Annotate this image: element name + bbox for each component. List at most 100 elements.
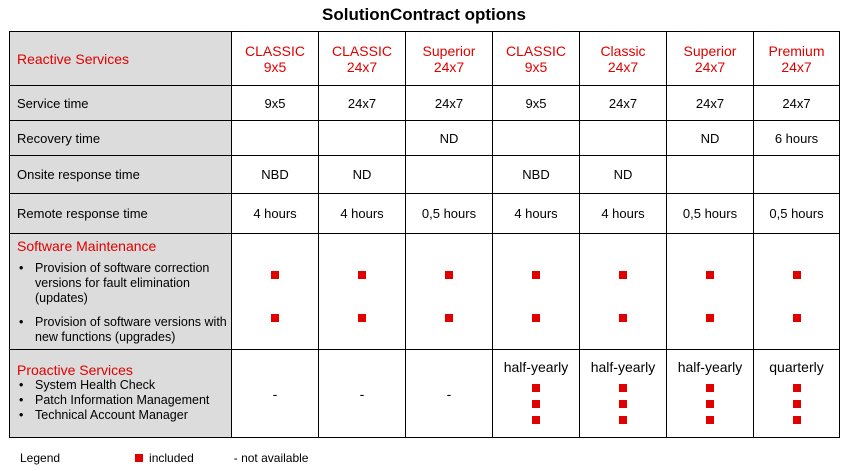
frequency-text: half-yearly [677,358,743,375]
frequency-text: quarterly [769,358,824,375]
row-label: Remote response time [9,193,232,234]
table-cell [231,120,319,156]
included-icon [792,415,801,424]
table-cell: quarterly [753,349,840,438]
table-cell [318,120,406,156]
table-cell: 0,5 hours [405,193,493,234]
table-cell [666,233,754,350]
table-cell [579,120,667,156]
proactive-services-row: Proactive Services System Health Check P… [9,349,840,438]
table-cell [231,233,319,350]
column-header-6: Superior 24x7 [666,31,754,86]
included-icon [792,271,801,279]
column-header-1: CLASSIC 9x5 [231,31,319,86]
column-header-5: Classic 24x7 [579,31,667,86]
table-cell [666,155,754,194]
column-header-4: CLASSIC 9x5 [492,31,580,86]
table-cell: - [405,349,493,438]
table-cell: 4 hours [579,193,667,234]
included-icon [706,314,714,322]
included-icon [619,399,627,408]
legend-not-available: - not available [233,451,309,465]
reactive-services-label: Reactive Services [9,31,232,86]
legend-included: included [149,451,194,465]
frequency-text: half-yearly [503,358,569,375]
included-icon [792,383,801,392]
not-available-text: - [272,385,278,402]
column-header-2: CLASSIC 24x7 [318,31,406,86]
table-cell: 4 hours [492,193,580,234]
legend-label: Legend [20,451,61,465]
table-cell [753,155,840,194]
table-cell: 24x7 [666,85,754,121]
table-cell: 24x7 [753,85,840,121]
table-row: Service time 9x5 24x7 24x7 9x5 24x7 24x7… [9,85,840,121]
table-cell: 24x7 [318,85,406,121]
column-header-3: Superior 24x7 [405,31,493,86]
table-cell [405,155,493,194]
legend: Legend included - not available [20,451,308,465]
software-maintenance-list: Provision of software correction version… [17,261,231,345]
options-table: Reactive Services CLASSIC 9x5 CLASSIC 24x7… [9,31,840,438]
column-header-7: Premium 24x7 [753,31,840,86]
table-cell: ND [579,155,667,194]
table-cell: 0,5 hours [753,193,840,234]
included-icon [135,454,144,462]
included-icon [532,271,540,279]
table-cell: - [231,349,319,438]
included-icon [358,314,366,322]
included-icon [532,314,540,322]
list-item: Provision of software correction version… [17,261,231,306]
list-item: System Health Check [17,378,231,393]
row-label: Service time [9,85,232,121]
table-cell: NBD [492,155,580,194]
included-icon [706,399,714,408]
included-icon [532,399,540,408]
proactive-services-label-cell: Proactive Services System Health Check P… [9,349,232,438]
not-available-text: - [446,385,452,402]
table-cell: 24x7 [405,85,493,121]
included-icon [445,271,453,279]
software-maintenance-title: Software Maintenance [17,238,157,254]
row-label: Onsite response time [9,155,232,194]
table-row: Remote response time 4 hours 4 hours 0,5… [9,193,840,234]
included-icon [619,415,627,424]
included-icon [619,383,627,392]
table-cell: 0,5 hours [666,193,754,234]
included-icon [532,383,540,392]
included-icon [706,271,714,279]
table-cell: ND [405,120,493,156]
included-icon [619,314,627,322]
row-label: Recovery time [9,120,232,156]
table-cell: 9x5 [492,85,580,121]
list-item: Technical Account Manager [17,408,231,423]
table-cell: 4 hours [231,193,319,234]
included-icon [271,314,279,322]
frequency-text: half-yearly [590,358,656,375]
table-cell: NBD [231,155,319,194]
table-cell [492,120,580,156]
software-maintenance-row: Software Maintenance Provision of softwa… [9,233,840,350]
proactive-services-list: System Health Check Patch Information Ma… [17,378,231,423]
included-icon [792,314,801,322]
not-available-text: - [359,385,365,402]
table-cell: - [318,349,406,438]
table-cell [405,233,493,350]
included-icon [792,399,801,408]
table-cell [492,233,580,350]
page-title: SolutionContract options [322,5,526,24]
table-cell [753,233,840,350]
table-cell: half-yearly [579,349,667,438]
included-icon [445,314,453,322]
table-row: Recovery time ND ND 6 hours [9,120,840,156]
header-row: Reactive Services CLASSIC 9x5 CLASSIC 24x7… [9,31,840,86]
software-maintenance-label-cell: Software Maintenance Provision of softwa… [9,233,232,350]
included-icon [619,271,627,279]
table-cell: 24x7 [579,85,667,121]
table-cell [318,233,406,350]
table-cell [579,233,667,350]
included-icon [706,415,714,424]
included-icon [532,415,540,424]
proactive-services-title: Proactive Services [17,362,133,378]
table-cell: ND [318,155,406,194]
